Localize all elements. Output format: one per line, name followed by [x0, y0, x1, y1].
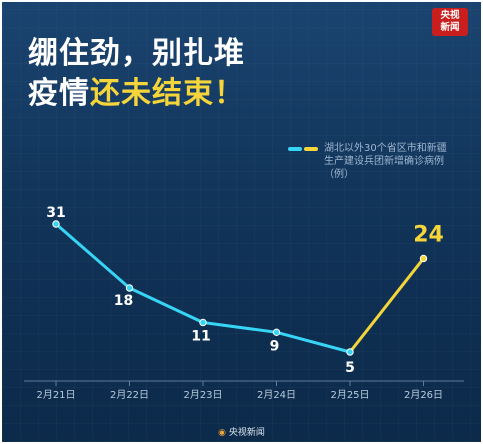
headline-line-2-highlight: 还未结束！ — [90, 76, 245, 111]
chart-legend: 湖北以外30个省区市和新疆生产建设兵团新增确诊病例（例） — [288, 142, 454, 181]
legend-text: 湖北以外30个省区市和新疆生产建设兵团新增确诊病例（例） — [324, 143, 447, 180]
headline-line-2-white: 疫情 — [28, 76, 90, 111]
headline-line-2: 疫情还未结束！ — [28, 74, 245, 114]
headline: 绷住劲，别扎堆 疫情还未结束！ — [28, 34, 245, 114]
data-point — [125, 284, 134, 292]
footer-text: 央视新闻 — [228, 428, 265, 438]
data-point — [419, 254, 428, 263]
legend-swatch-blue — [288, 147, 302, 151]
data-point — [52, 220, 60, 228]
x-tick-label: 2月26日 — [404, 389, 443, 401]
data-point — [199, 318, 207, 327]
data-label: 31 — [46, 205, 65, 221]
x-tick-label: 2月23日 — [183, 389, 222, 401]
data-point — [272, 328, 281, 337]
x-tick-label: 2月24日 — [257, 389, 296, 401]
x-tick-label: 2月25日 — [330, 389, 369, 401]
x-tick-label: 2月21日 — [36, 389, 75, 401]
data-label: 9 — [270, 338, 280, 354]
footer: ◉ 央视新闻 — [2, 425, 481, 438]
logo-line-2: 新闻 — [440, 22, 460, 33]
data-label: 5 — [345, 360, 355, 376]
headline-line-1: 绷住劲，别扎堆 — [28, 36, 245, 71]
cctv-news-logo: 央视 新闻 — [432, 8, 468, 36]
data-point — [346, 348, 354, 356]
weibo-icon: ◉ — [218, 428, 226, 438]
logo-line-1: 央视 — [440, 10, 460, 21]
data-label: 18 — [114, 293, 133, 309]
data-label: 11 — [191, 328, 210, 344]
data-label: 24 — [413, 222, 444, 247]
series-line-last — [348, 256, 425, 354]
x-tick-label: 2月22日 — [110, 389, 149, 401]
legend-swatch-yellow — [304, 147, 318, 151]
